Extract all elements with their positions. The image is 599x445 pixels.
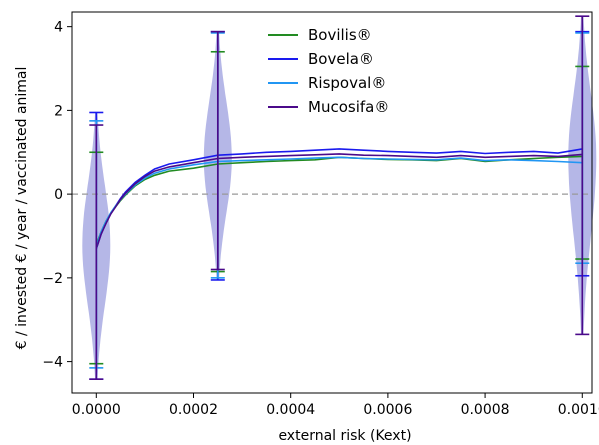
errorbar-layer xyxy=(89,15,590,380)
x-tick-label: 0.0004 xyxy=(266,402,315,418)
y-axis-title: € / invested € / year / vaccinated anima… xyxy=(14,67,30,350)
y-tick-label: 0 xyxy=(54,187,63,203)
x-tick-label: 0.0010 xyxy=(558,402,599,418)
series-line-3 xyxy=(95,153,583,249)
violin-layer xyxy=(82,16,597,380)
x-axis-title: external risk (Kext) xyxy=(278,428,411,444)
legend: Bovilis® Bovela® Rispoval® Mucosifa® xyxy=(268,26,389,116)
y-tick-label: −2 xyxy=(42,271,63,287)
plot-frame xyxy=(71,11,593,394)
axes-layer: 0.0000 0.0002 0.0004 0.0006 0.0008 0.0010 −4 −2… xyxy=(42,11,599,418)
x-tick-label: 0.0000 xyxy=(72,402,121,418)
legend-label-1: Bovela® xyxy=(308,50,374,68)
y-tick-label: −4 xyxy=(42,355,63,371)
legend-label-3: Mucosifa® xyxy=(308,98,389,116)
legend-label-2: Rispoval® xyxy=(308,74,386,92)
y-tick-label: 2 xyxy=(54,103,63,119)
y-tick-label: 4 xyxy=(54,20,63,36)
series-layer xyxy=(95,148,583,249)
x-tick-label: 0.0002 xyxy=(169,402,218,418)
x-tick-label: 0.0008 xyxy=(461,402,510,418)
series-line-1 xyxy=(95,148,583,249)
legend-label-0: Bovilis® xyxy=(308,26,372,44)
x-tick-label: 0.0006 xyxy=(363,402,412,418)
